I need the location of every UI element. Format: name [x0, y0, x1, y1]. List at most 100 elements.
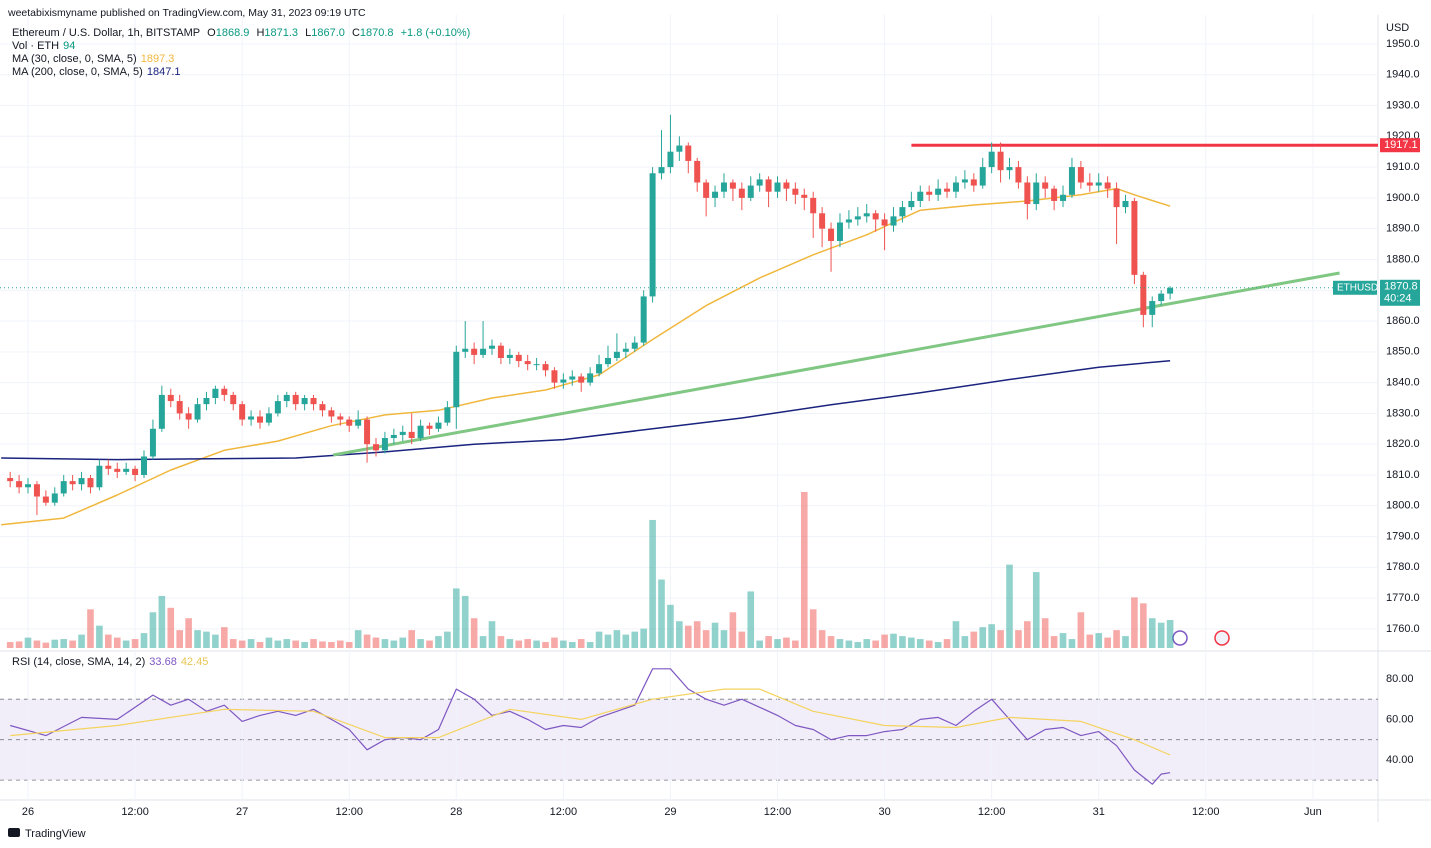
x-tick-label: 12:00 [764, 806, 792, 818]
y-tick-label: 1770.0 [1386, 592, 1420, 604]
candle-body [756, 179, 763, 186]
volume-bar [33, 640, 41, 648]
y-tick-label: 1940.0 [1386, 69, 1420, 81]
volume-bar [1059, 633, 1067, 648]
volume-bar [461, 595, 469, 648]
volume-bar [1148, 618, 1156, 648]
price-label-box [1380, 138, 1420, 153]
volume-bar [774, 639, 781, 648]
y-tick-label: 1910.0 [1386, 161, 1420, 173]
volume-bar [1015, 630, 1022, 648]
volume-bar [426, 640, 433, 648]
volume-bar [488, 621, 496, 648]
candle-body [917, 191, 924, 201]
volume-bar [256, 642, 264, 648]
x-tick-label: 12:00 [978, 806, 1006, 818]
volume-bar [185, 618, 192, 648]
volume-bar [15, 641, 23, 648]
candle-body [926, 191, 933, 195]
volume-bar [693, 621, 701, 648]
y-tick-label: 1800.0 [1386, 500, 1420, 512]
volume-bar [613, 630, 621, 648]
volume-bar [113, 637, 121, 648]
legend-value: 1868.9 [215, 27, 250, 39]
candle-body [774, 182, 781, 192]
volume-bar [533, 640, 540, 648]
last-price-box [1380, 279, 1420, 306]
candle-body [765, 179, 772, 192]
candle-body [747, 185, 754, 198]
legend-key: C [351, 27, 360, 39]
volume-bar [604, 634, 612, 648]
volume-bar [738, 631, 746, 648]
volume-bar [863, 639, 871, 648]
candle-body [194, 404, 201, 420]
candle-body [301, 398, 308, 405]
candle-body [845, 219, 852, 223]
candle-body [1158, 293, 1165, 302]
candle-body [640, 296, 647, 343]
y-tick-label: 80.00 [1386, 673, 1414, 685]
candle-body [114, 468, 121, 472]
volume-bar [363, 634, 371, 648]
candle-body [667, 151, 674, 168]
volume-bar [943, 639, 951, 648]
candle-body [248, 416, 255, 420]
candle-body [863, 213, 870, 217]
legend-value: 94 [63, 40, 76, 52]
candle-body [720, 182, 727, 192]
candle-body [1086, 182, 1093, 186]
candle-body [1051, 188, 1058, 201]
candle-body [952, 182, 959, 192]
volume-bar [1086, 634, 1094, 648]
y-tick-label: 1860.0 [1386, 315, 1420, 327]
candle-body [524, 361, 531, 365]
y-tick-label: 1900.0 [1386, 192, 1420, 204]
candle-body [364, 419, 371, 445]
volume-bar [194, 630, 201, 648]
volume-bar [212, 634, 219, 648]
y-tick-label: 1820.0 [1386, 438, 1420, 450]
symbol-title: Ethereum / U.S. Dollar, 1h, BITSTAMP [12, 27, 201, 39]
volume-bar [970, 631, 978, 648]
ma200-legend: MA (200, close, 0, SMA, 5) 1847.1 [12, 66, 185, 79]
legend-name: Vol · ETH [12, 40, 60, 52]
volume-bar [988, 624, 995, 648]
volume-bar [515, 640, 523, 648]
symbol-label-box [1333, 280, 1377, 295]
candle-body [1122, 200, 1129, 208]
volume-bar [836, 639, 844, 648]
candle-body [60, 481, 67, 494]
candle-body [988, 151, 995, 168]
volume-bar [1122, 636, 1129, 648]
volume-bar [452, 588, 460, 648]
legend-name: RSI (14, close, SMA, 14, 2) [12, 656, 146, 668]
candle-body [1167, 287, 1174, 294]
candle-body [604, 357, 611, 365]
candle-body [970, 179, 977, 186]
volume-bar [60, 639, 68, 648]
candle-body [979, 167, 986, 186]
legend-key: H [256, 27, 265, 39]
legend-value: 1870.8 [359, 27, 394, 39]
volume-bar [1131, 597, 1138, 648]
candle-body [480, 348, 487, 355]
volume-bar [221, 627, 228, 648]
volume-bar [399, 637, 407, 648]
candle-body [1113, 188, 1120, 208]
candle-body [801, 194, 808, 198]
candle-body [435, 422, 442, 429]
candle-body [462, 348, 469, 352]
flag-icon[interactable] [1214, 630, 1230, 646]
rsi-line [10, 668, 1171, 785]
volume-bar [729, 612, 737, 648]
volume-bar [908, 637, 915, 648]
candle-body [1042, 182, 1049, 189]
rsi-line [10, 688, 1171, 756]
candle-body [7, 478, 14, 482]
volume-bar [1077, 612, 1085, 648]
volume-bar [1006, 564, 1013, 648]
volume-bar [328, 642, 335, 648]
moving-average-line [1, 359, 1171, 461]
